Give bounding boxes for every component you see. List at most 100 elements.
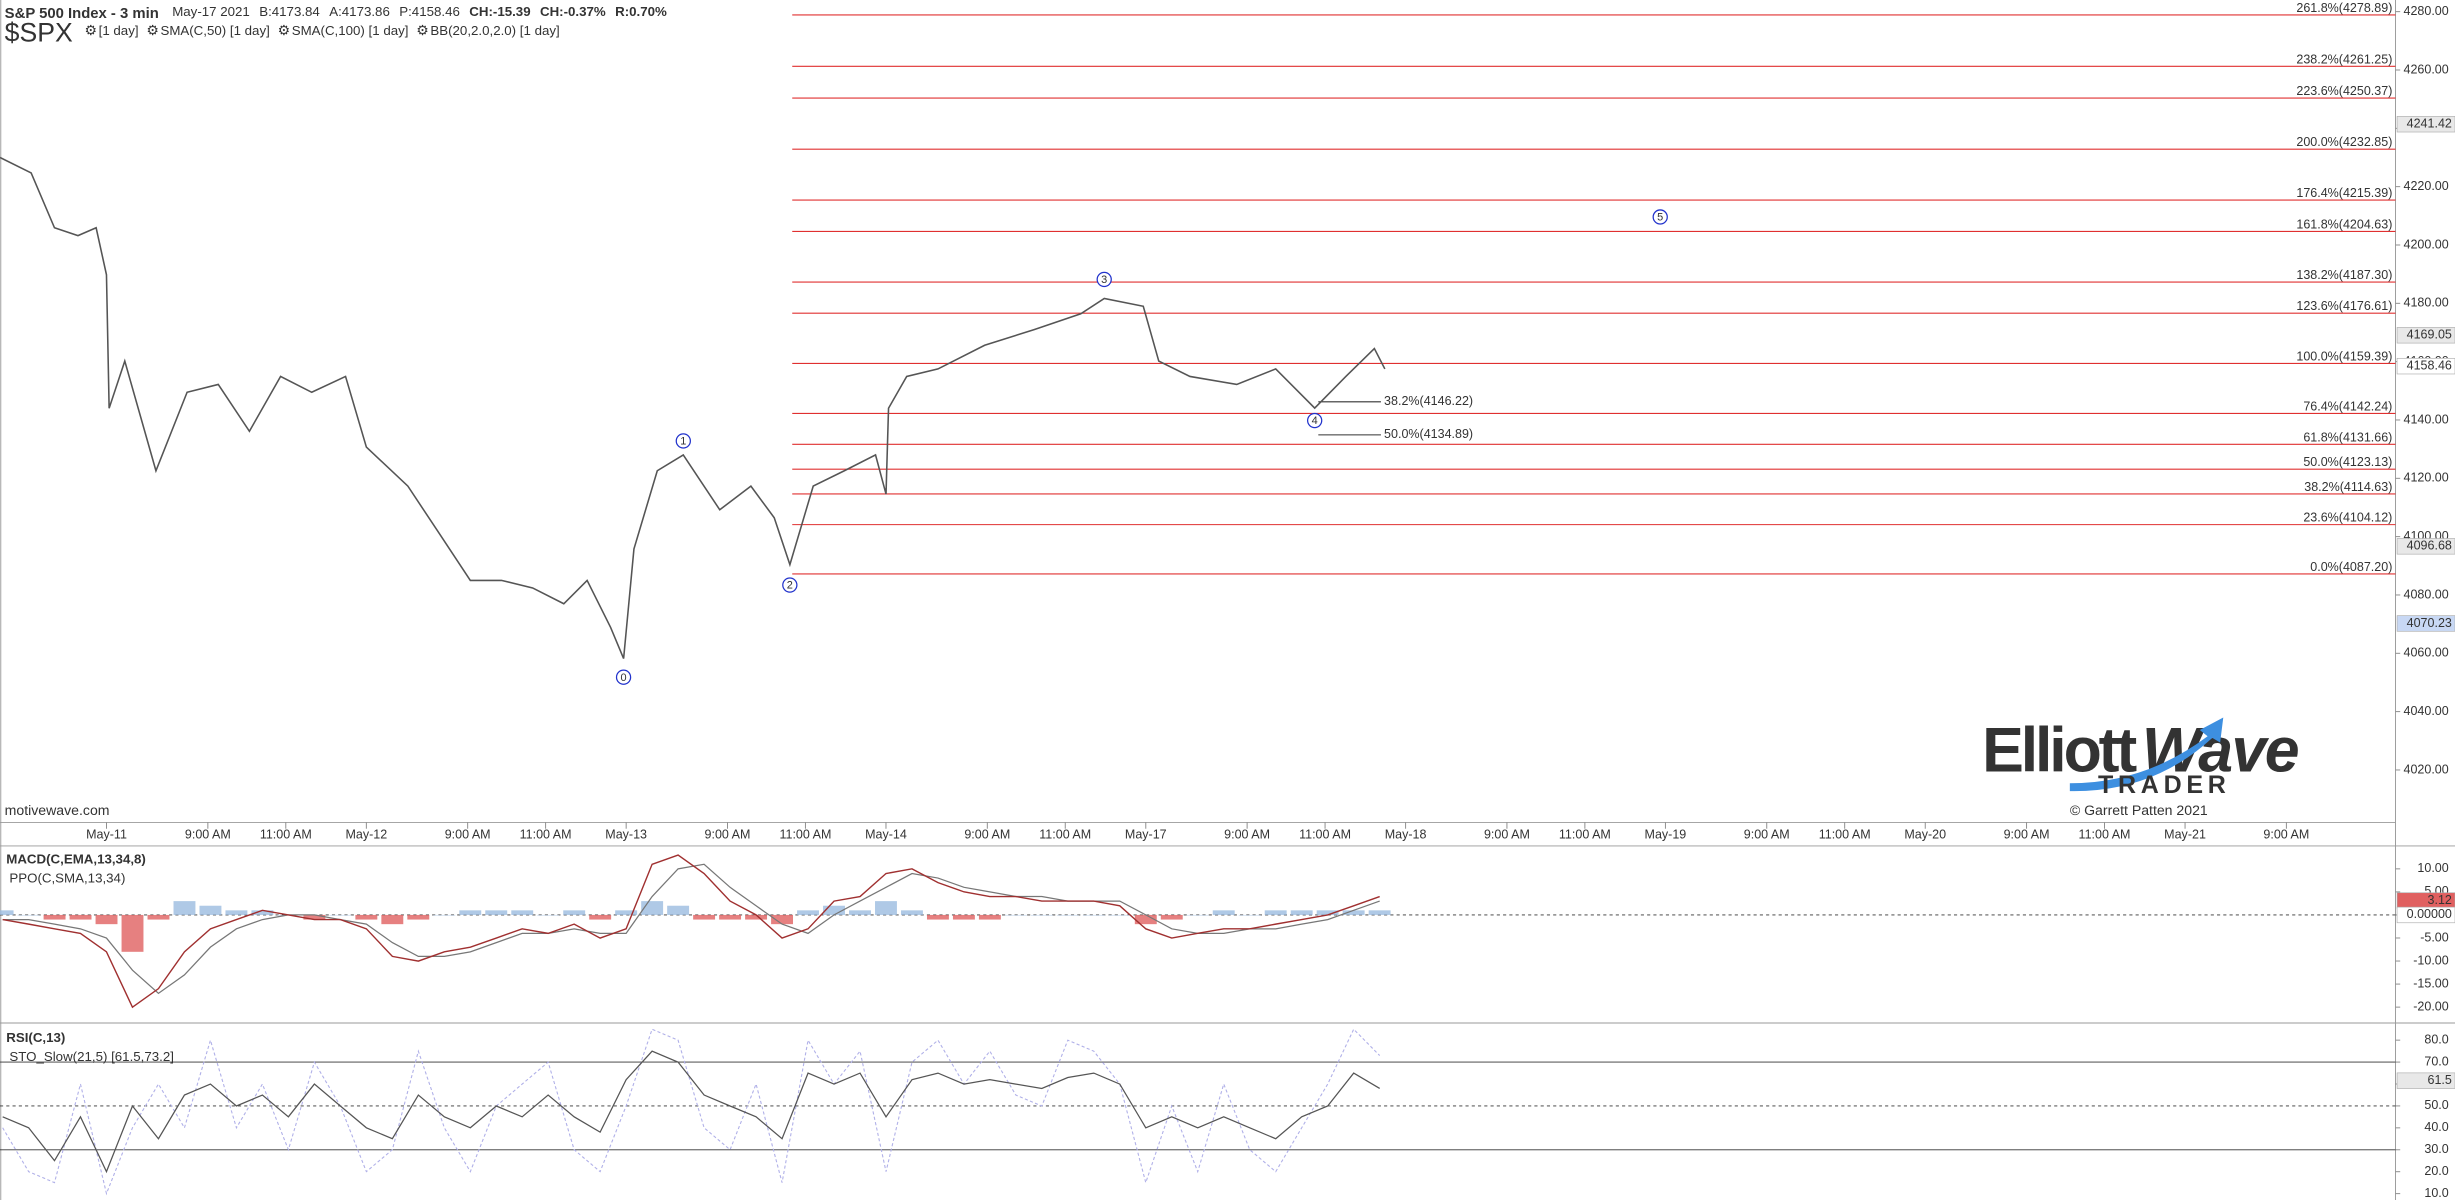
y-tick-label: 50.0 bbox=[2424, 1098, 2448, 1112]
histogram-bar bbox=[485, 910, 508, 915]
header-item: A:4173.86 bbox=[329, 4, 390, 19]
indicator-label: SMA(C,50) [1 day] bbox=[160, 23, 269, 38]
fib-label: 200.0%(4232.85) bbox=[2296, 135, 2392, 149]
y-tick-label: 4180.00 bbox=[2404, 296, 2449, 310]
histogram-bar bbox=[511, 910, 534, 915]
fib-label: 123.6%(4176.61) bbox=[2296, 299, 2392, 313]
wave-marker bbox=[1652, 209, 1668, 225]
histogram-bar bbox=[1212, 910, 1235, 915]
fib-label: 138.2%(4187.30) bbox=[2296, 268, 2392, 282]
x-tick-label: 11:00 AM bbox=[1299, 827, 1351, 841]
price-marker-label: 4169.05 bbox=[2407, 328, 2452, 342]
histogram-bar bbox=[1342, 910, 1365, 915]
price-marker bbox=[2396, 357, 2455, 375]
wave-marker bbox=[615, 669, 632, 685]
pane-subtitle: PPO(C,SMA,13,34) bbox=[9, 870, 125, 885]
symbol: $SPX bbox=[5, 17, 73, 47]
gear-icon: ⚙ bbox=[85, 22, 98, 38]
fib-label: 100.0%(4159.39) bbox=[2296, 349, 2392, 363]
x-tick-label: May-11 bbox=[86, 827, 127, 841]
wave-label: 0 bbox=[621, 672, 627, 684]
wave-label: 3 bbox=[1101, 274, 1107, 286]
wave-marker bbox=[675, 433, 691, 449]
fib-label: 238.2%(4261.25) bbox=[2296, 52, 2392, 66]
histogram-bar bbox=[225, 910, 248, 915]
macd-line bbox=[2, 854, 1380, 1009]
histogram-bar bbox=[926, 914, 949, 920]
pane-title: MACD(C,EMA,13,34,8) bbox=[6, 852, 146, 867]
y-tick-label: 40.0 bbox=[2424, 1120, 2448, 1134]
histogram-bar bbox=[823, 905, 845, 915]
histogram-bar bbox=[95, 914, 118, 925]
histogram-bar bbox=[667, 905, 690, 915]
histogram-bar bbox=[900, 910, 923, 915]
y-tick-label: 4280.00 bbox=[2404, 4, 2449, 18]
y-tick-label: 4140.00 bbox=[2404, 412, 2449, 426]
x-tick-label: 11:00 AM bbox=[779, 827, 831, 841]
copyright: © Garrett Patten 2021 bbox=[2070, 802, 2208, 818]
histogram-bar bbox=[1134, 914, 1157, 925]
price-marker-label: 0.00000 bbox=[2407, 907, 2452, 921]
price-marker bbox=[2396, 1072, 2455, 1089]
header-item: P:4158.46 bbox=[399, 4, 460, 19]
x-tick-label: May-17 bbox=[1125, 827, 1167, 841]
pane-title: RSI(C,13) bbox=[6, 1030, 65, 1045]
histogram-bar bbox=[147, 914, 170, 920]
histogram-bar bbox=[719, 914, 742, 920]
histogram-bar bbox=[459, 910, 482, 915]
gear-icon: ⚙ bbox=[278, 22, 291, 38]
price-marker-label: 3.12 bbox=[2428, 893, 2452, 907]
x-tick-label: May-13 bbox=[605, 827, 647, 841]
histogram-bar bbox=[589, 914, 612, 920]
histogram-bar bbox=[952, 914, 975, 920]
x-tick-label: May-14 bbox=[865, 827, 907, 841]
fib-label: 261.8%(4278.89) bbox=[2296, 1, 2392, 15]
retrace-label: 38.2%(4146.22) bbox=[1384, 394, 1473, 408]
histogram-bar bbox=[563, 910, 586, 915]
watermark: motivewave.com bbox=[5, 802, 110, 818]
fib-label: 23.6%(4104.12) bbox=[2303, 511, 2392, 525]
y-tick-label: -15.00 bbox=[2413, 976, 2449, 990]
histogram-bar bbox=[978, 914, 1001, 920]
signal-line bbox=[2, 863, 1380, 995]
wave-label: 2 bbox=[787, 580, 793, 592]
header-item: CH:-15.39 bbox=[469, 4, 530, 19]
gear-icon: ⚙ bbox=[416, 22, 429, 38]
sto-line bbox=[2, 1028, 1381, 1196]
histogram-bar bbox=[615, 910, 638, 915]
pane-subtitle: STO_Slow(21,5) [61.5,73.2] bbox=[9, 1049, 174, 1064]
y-tick-label: 4060.00 bbox=[2404, 646, 2449, 660]
price-marker-label: 4070.23 bbox=[2407, 616, 2452, 630]
chart-title: S&P 500 Index - 3 min bbox=[5, 6, 159, 22]
histogram-bar bbox=[1290, 910, 1313, 915]
price-marker-label: 4241.42 bbox=[2407, 116, 2452, 130]
y-tick-label: 4220.00 bbox=[2404, 179, 2449, 193]
fib-label: 61.8%(4131.66) bbox=[2303, 430, 2392, 444]
x-tick-label: 11:00 AM bbox=[520, 827, 572, 841]
fib-label: 50.0%(4123.13) bbox=[2303, 455, 2392, 469]
logo-swoosh bbox=[2069, 717, 2224, 792]
y-tick-label: 4200.00 bbox=[2404, 237, 2449, 251]
histogram-bar bbox=[69, 914, 92, 920]
y-tick-label: 70.0 bbox=[2424, 1054, 2448, 1068]
histogram-bar bbox=[1316, 910, 1339, 915]
header-item: R:0.70% bbox=[615, 4, 667, 19]
x-tick-label: 9:00 AM bbox=[1224, 827, 1270, 841]
y-tick-label: 4040.00 bbox=[2404, 704, 2449, 718]
x-tick-label: May-18 bbox=[1385, 827, 1427, 841]
wave-label: 5 bbox=[1657, 212, 1663, 224]
price-marker bbox=[2396, 327, 2455, 344]
y-tick-label: 4080.00 bbox=[2404, 587, 2449, 601]
price-marker-label: 4096.68 bbox=[2407, 539, 2452, 553]
histogram-bar bbox=[1368, 910, 1391, 915]
y-tick-label: -10.00 bbox=[2413, 953, 2449, 967]
indicator-label: [1 day] bbox=[99, 23, 139, 38]
price-marker bbox=[2396, 615, 2455, 632]
y-tick-label: 20.0 bbox=[2424, 1164, 2448, 1178]
logo: Elliott Wave TRADER © Garrett Patten 202… bbox=[1982, 716, 2300, 819]
histogram-bar bbox=[303, 914, 326, 920]
price-marker-label: 4158.46 bbox=[2407, 358, 2452, 372]
